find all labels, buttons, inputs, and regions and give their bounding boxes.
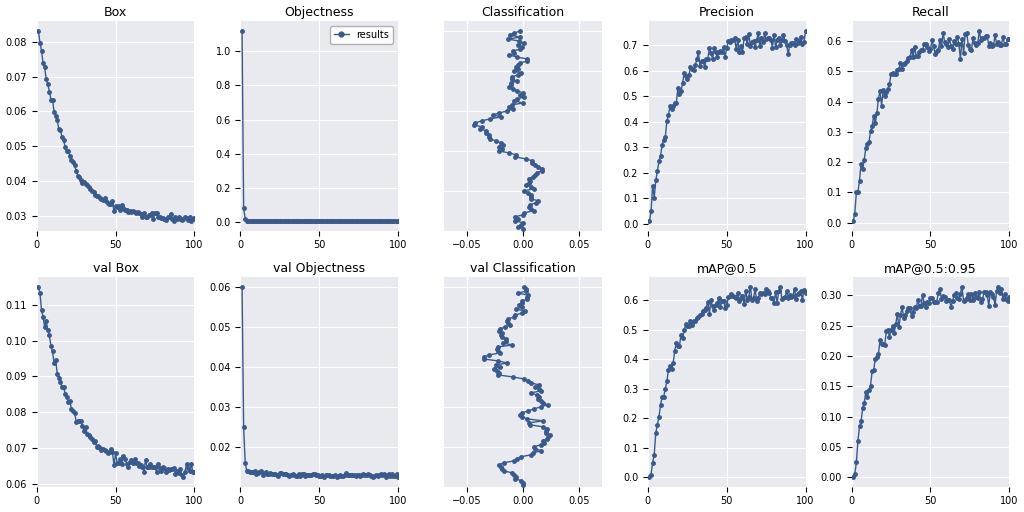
Title: mAP@0.5: mAP@0.5 (696, 262, 757, 274)
Title: val Box: val Box (92, 262, 138, 274)
Title: Box: Box (104, 6, 127, 18)
Title: Recall: Recall (911, 6, 949, 18)
Title: val Objectness: val Objectness (273, 262, 366, 274)
Legend: results: results (331, 26, 393, 44)
Title: Classification: Classification (481, 6, 564, 18)
Title: Objectness: Objectness (285, 6, 354, 18)
Title: Precision: Precision (698, 6, 755, 18)
Title: val Classification: val Classification (470, 262, 575, 274)
Title: mAP@0.5:0.95: mAP@0.5:0.95 (884, 262, 977, 274)
